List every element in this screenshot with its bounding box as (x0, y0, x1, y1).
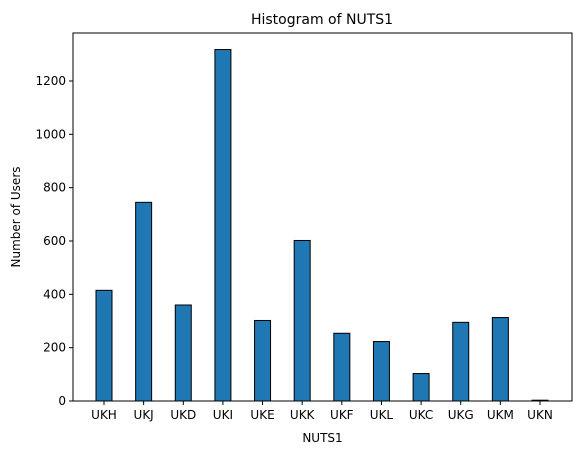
x-tick-label: UKL (370, 408, 394, 422)
x-tick-label: UKJ (134, 408, 154, 422)
bars-group (95, 49, 549, 402)
y-tick-label: 600 (43, 234, 66, 248)
bar-ukj (135, 201, 153, 402)
bar-ukl (372, 341, 390, 402)
x-tick-label: UKN (527, 408, 553, 422)
x-axis-label: NUTS1 (302, 431, 342, 445)
y-tick-label: 200 (43, 341, 66, 355)
bar-ukg (452, 321, 470, 402)
x-tick-label: UKI (213, 408, 233, 422)
x-tick-label: UKM (487, 408, 514, 422)
x-tick-label: UKG (448, 408, 474, 422)
y-tick-label: 1200 (35, 74, 66, 88)
y-axis-ticks: 0 200 400 600 800 1000 1200 (35, 74, 73, 408)
bar-ukh (95, 289, 113, 402)
y-axis-label: Number of Users (9, 166, 23, 267)
bar-uke (254, 319, 272, 402)
bar-ukk (293, 239, 311, 402)
x-tick-label: UKE (250, 408, 274, 422)
x-tick-label: UKD (170, 408, 196, 422)
y-tick-label: 800 (43, 181, 66, 195)
x-axis-ticks: UKH UKJ UKD UKI UKE UKK UKF UKL UKC UKG UKM UKN (91, 401, 553, 422)
plot-frame (72, 32, 573, 402)
bar-ukf (333, 332, 351, 402)
chart-title: Histogram of NUTS1 (251, 12, 393, 28)
bar-ukc (412, 373, 430, 402)
bar-ukd (174, 304, 192, 402)
x-tick-label: UKK (290, 408, 316, 422)
x-tick-label: UKH (91, 408, 117, 422)
bar-ukm (491, 317, 509, 402)
x-tick-label: UKF (330, 408, 354, 422)
x-tick-label: UKC (409, 408, 433, 422)
y-tick-label: 1000 (35, 127, 66, 141)
y-tick-label: 400 (43, 287, 66, 301)
bar-uki (214, 49, 232, 402)
y-tick-label: 0 (58, 394, 66, 408)
